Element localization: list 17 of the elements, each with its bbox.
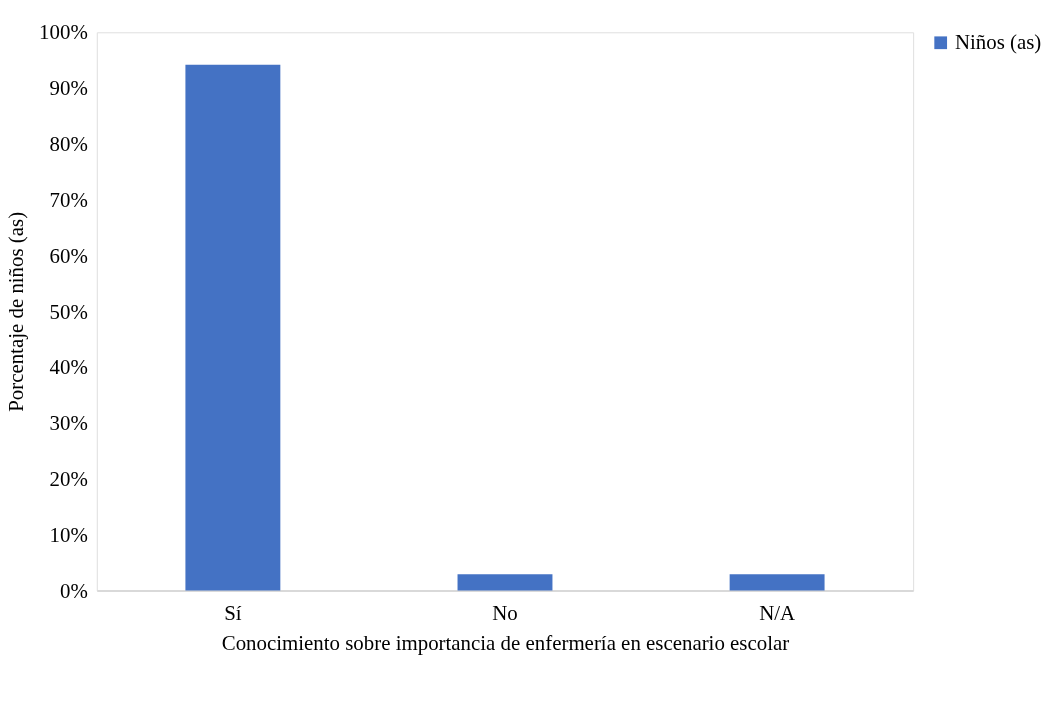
x-tick-label: No (492, 601, 518, 626)
y-tick-label: 90% (49, 76, 88, 101)
y-tick-label: 100% (39, 20, 88, 45)
y-tick-label: 20% (49, 466, 88, 491)
y-tick-label: 70% (49, 187, 88, 212)
x-axis-title: Conocimiento sobre importancia de enfermería en escenario escolar (221, 630, 790, 655)
x-tick-label: Sí (224, 601, 242, 626)
legend-label: Niños (as) (954, 30, 1042, 55)
y-tick-label: 40% (49, 355, 88, 380)
x-tick-label: N/A (759, 601, 796, 626)
y-tick-label: 80% (49, 132, 88, 157)
y-tick-label: 60% (49, 243, 88, 268)
y-axis-title: Porcentaje de niños (as) (3, 211, 28, 412)
y-tick-label: 0% (59, 578, 88, 603)
y-tick-label: 50% (49, 299, 88, 324)
y-tick-label: 30% (49, 411, 88, 436)
y-tick-label: 10% (49, 522, 88, 547)
